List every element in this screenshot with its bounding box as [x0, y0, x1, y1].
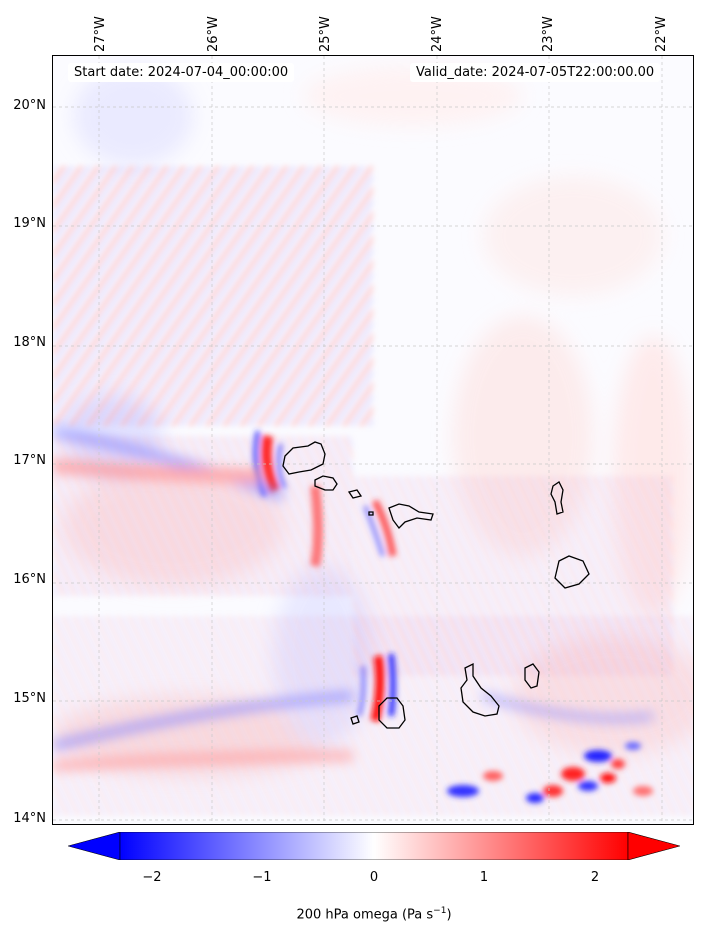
colorbar-body — [119, 832, 629, 860]
island-boa-vista — [554, 555, 590, 589]
lat-label-16n: 16°N — [13, 572, 46, 587]
colorbar-tick: 2 — [590, 870, 600, 885]
lon-label-25w: 25°W — [318, 16, 333, 52]
colorbar-label: 200 hPa omega (Pa s−1) — [0, 906, 703, 922]
lat-label-18n: 18°N — [13, 335, 46, 350]
lon-label-22w: 22°W — [654, 16, 669, 52]
island-santa-luzia — [347, 489, 363, 499]
island-maio — [524, 663, 540, 689]
colorbar — [68, 832, 680, 860]
lon-label-27w: 27°W — [93, 16, 108, 52]
omega-map — [52, 55, 694, 825]
lat-label-19n: 19°N — [13, 216, 46, 231]
lat-label-20n: 20°N — [13, 98, 46, 113]
start-date-label: Start date: 2024-07-04_00:00:00 — [68, 63, 295, 82]
colorbar-label-prefix: 200 hPa omega (Pa s — [296, 907, 434, 923]
island-fogo — [378, 697, 406, 729]
colorbar-tick: 1 — [479, 870, 489, 885]
lat-label-14n: 14°N — [13, 811, 46, 826]
colorbar-tick: 0 — [369, 870, 379, 885]
island-ilheu — [368, 511, 374, 516]
coastlines — [282, 441, 590, 729]
island-santo-antao — [282, 441, 326, 475]
island-sao-vicente — [314, 475, 338, 491]
colorbar-tick: −1 — [252, 870, 272, 885]
island-sal — [550, 481, 564, 515]
lon-label-26w: 26°W — [206, 16, 221, 52]
lat-label-17n: 17°N — [13, 453, 46, 468]
colorbar-extend-high — [627, 832, 680, 860]
valid-date-label: Valid_date: 2024-07-05T22:00:00.00 — [410, 63, 661, 82]
colorbar-tick: −2 — [142, 870, 162, 885]
lat-label-15n: 15°N — [13, 691, 46, 706]
island-santiago — [460, 662, 500, 717]
island-brava — [350, 715, 360, 725]
colorbar-label-exponent: −1 — [433, 906, 447, 916]
lon-label-24w: 24°W — [430, 16, 445, 52]
colorbar-extend-low — [68, 832, 121, 860]
colorbar-label-suffix: ) — [446, 907, 452, 923]
lon-label-23w: 23°W — [541, 16, 556, 52]
omega-field — [53, 56, 693, 824]
island-sao-nicolau — [388, 503, 434, 529]
